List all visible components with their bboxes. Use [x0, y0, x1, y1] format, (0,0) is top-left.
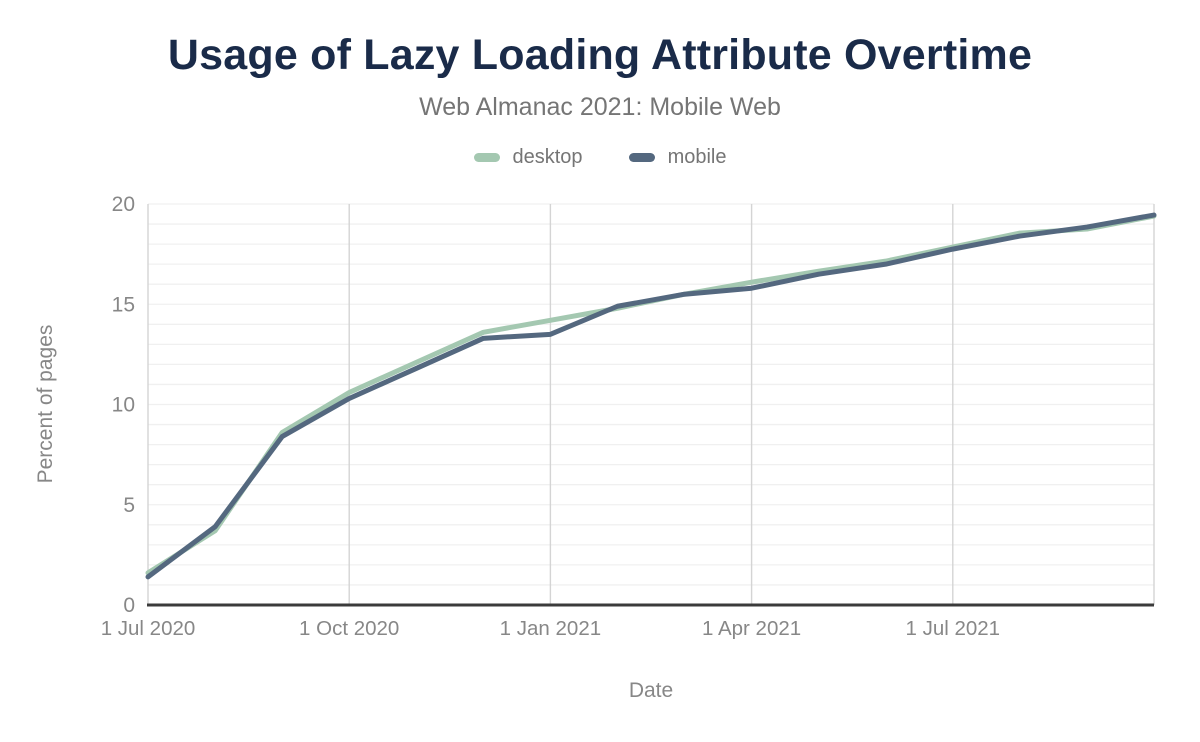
- y-tick-label: 10: [112, 394, 135, 417]
- y-tick-label: 20: [112, 193, 135, 216]
- legend-swatch-desktop: [473, 153, 500, 162]
- series-line-desktop: [145, 213, 1157, 576]
- legend-swatch-mobile: [628, 153, 655, 162]
- x-tick-label: 1 Jan 2021: [500, 617, 601, 640]
- x-tick-label: 1 Jul 2021: [905, 617, 1000, 640]
- chart-title: Usage of Lazy Loading Attribute Overtime: [167, 31, 1033, 79]
- y-tick-label: 0: [123, 594, 135, 617]
- legend-label: desktop: [512, 146, 583, 168]
- x-tick-label: 1 Jul 2020: [101, 617, 196, 640]
- y-tick-label: 5: [123, 494, 135, 517]
- series-line-mobile: [145, 212, 1157, 580]
- x-tick-label: 1 Apr 2021: [702, 617, 801, 640]
- x-axis-title: Date: [628, 679, 674, 702]
- y-tick-label: 15: [112, 293, 135, 316]
- x-tick-label: 1 Oct 2020: [299, 617, 399, 640]
- legend-label: mobile: [667, 146, 727, 168]
- legend: desktop mobile: [0, 146, 1200, 169]
- chart-subtitle: Web Almanac 2021: Mobile Web: [419, 93, 781, 121]
- legend-item-mobile: mobile: [628, 146, 727, 169]
- legend-item-desktop: desktop: [473, 146, 583, 169]
